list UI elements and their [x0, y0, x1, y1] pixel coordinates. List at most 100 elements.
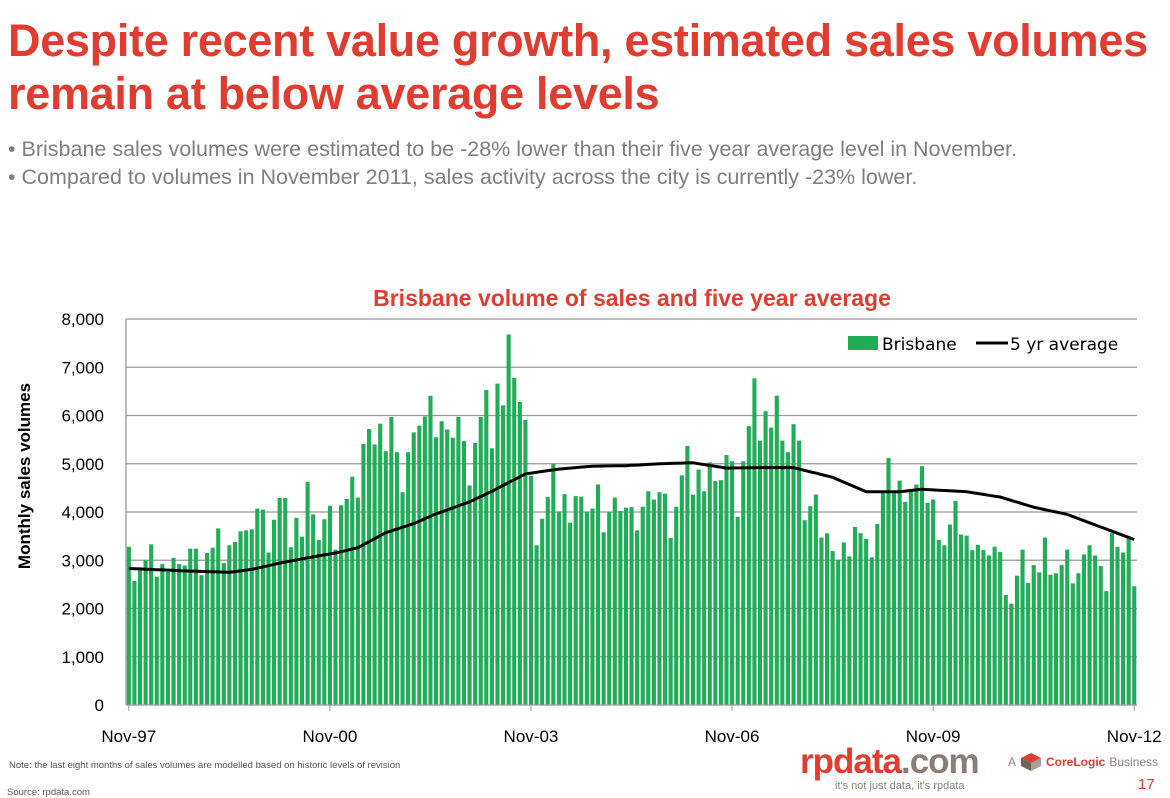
bar	[1121, 552, 1126, 705]
y-tick-label: 5,000	[61, 455, 104, 474]
bar	[545, 497, 550, 705]
bar	[344, 498, 349, 705]
corelogic-cube-icon	[1021, 753, 1042, 771]
bar	[1042, 537, 1047, 705]
bar	[154, 576, 159, 705]
bar	[797, 440, 802, 705]
bar	[327, 505, 332, 705]
bar	[757, 440, 763, 705]
bar	[249, 529, 254, 705]
bar	[584, 511, 589, 705]
bar	[132, 580, 137, 705]
bar	[193, 548, 198, 705]
bar	[718, 480, 723, 705]
bar	[830, 551, 835, 705]
bullet-list: Brisbane sales volumes were estimated to…	[8, 135, 1017, 191]
bar	[177, 564, 182, 705]
bar	[439, 421, 444, 705]
bar	[394, 452, 400, 705]
bar	[434, 437, 439, 705]
bar	[1126, 538, 1131, 705]
bar	[841, 542, 846, 705]
bar	[998, 552, 1003, 705]
bar	[646, 491, 651, 705]
bar	[277, 498, 282, 705]
bar	[1109, 533, 1114, 705]
corelogic-name: CoreLogic	[1046, 755, 1106, 769]
bar	[836, 559, 841, 705]
bar	[484, 389, 489, 705]
bar	[1048, 574, 1053, 705]
logo-text: rpdata	[800, 742, 902, 781]
bar	[556, 511, 561, 705]
bar	[450, 437, 455, 705]
bar	[540, 518, 545, 705]
bar	[1059, 565, 1064, 705]
legend-label-average: 5 yr average	[1010, 335, 1118, 355]
bar	[886, 457, 891, 705]
bar	[685, 445, 690, 705]
bar	[590, 508, 595, 705]
y-tick-label: 8,000	[61, 310, 104, 329]
legend: Brisbane 5 yr average	[848, 335, 1118, 355]
bar	[489, 448, 494, 705]
bar	[674, 506, 679, 705]
bar	[305, 482, 310, 705]
rpdata-logo: rpdata.com	[800, 742, 980, 781]
bar	[551, 463, 556, 705]
bar	[970, 550, 975, 705]
bar	[221, 563, 226, 705]
bar	[763, 411, 768, 705]
bar	[735, 516, 740, 705]
y-tick-label: 2,000	[61, 600, 104, 619]
x-tick-label: Nov-06	[705, 727, 760, 746]
bar	[188, 548, 193, 705]
y-tick-label: 7,000	[61, 358, 104, 377]
bar	[914, 484, 919, 705]
bar	[199, 575, 204, 705]
bar	[1098, 566, 1103, 705]
bar	[350, 476, 355, 705]
bar	[1020, 549, 1025, 705]
bar	[1014, 575, 1020, 705]
bar	[802, 520, 807, 705]
bar	[361, 443, 366, 705]
bar	[528, 475, 534, 705]
y-tick-label: 1,000	[61, 648, 104, 667]
bar	[366, 429, 372, 705]
bar	[657, 492, 662, 705]
bar	[959, 534, 964, 705]
bar	[618, 511, 623, 705]
y-axis-label: Monthly sales volumes	[15, 383, 34, 569]
bar	[601, 532, 606, 705]
bar	[210, 547, 215, 705]
bar	[635, 530, 640, 705]
bar	[506, 334, 511, 705]
y-tick-label: 6,000	[61, 407, 104, 426]
bar	[288, 547, 293, 705]
bar	[311, 514, 316, 705]
bar	[875, 524, 880, 705]
bar	[808, 506, 813, 705]
bar	[143, 560, 148, 705]
average-line	[128, 461, 1135, 574]
bar	[925, 502, 930, 705]
bar	[746, 426, 751, 705]
bar	[534, 545, 539, 705]
bar	[612, 497, 617, 705]
bar	[266, 552, 271, 705]
bar	[355, 497, 360, 705]
bar	[679, 475, 684, 705]
bar	[953, 500, 958, 705]
bar	[852, 526, 858, 705]
bar	[785, 452, 790, 705]
bar	[936, 539, 941, 705]
bar	[316, 539, 321, 705]
bar	[663, 493, 668, 705]
bar	[523, 419, 528, 705]
x-tick-label: Nov-00	[302, 727, 357, 746]
bar	[847, 556, 852, 705]
bar	[858, 533, 863, 705]
bar	[383, 451, 388, 705]
bar	[260, 509, 265, 705]
